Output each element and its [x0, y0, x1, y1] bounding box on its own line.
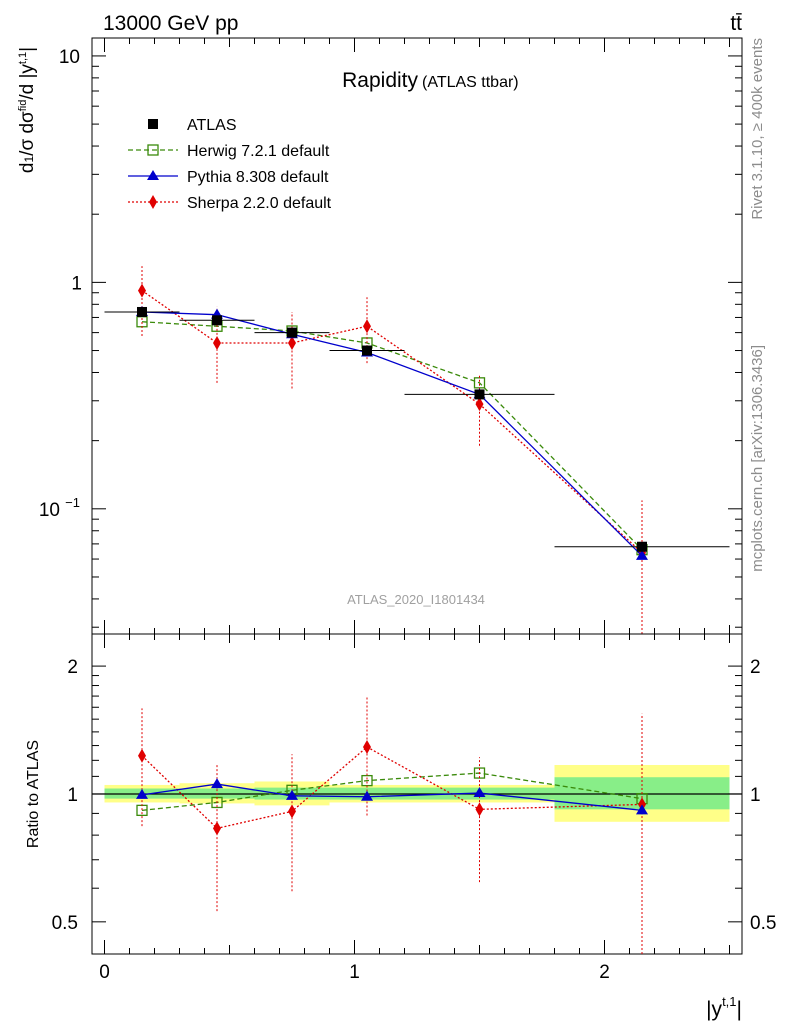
legend-marker	[147, 144, 159, 156]
x-axis-label: |yt,1|	[706, 994, 742, 1021]
legend-item: Herwig 7.2.1 default	[128, 143, 330, 160]
ratio-axis-ticks: 0.5 0.5 1 1 2 2 0 1 2	[52, 634, 776, 983]
series-line	[141, 290, 643, 554]
data-point	[363, 739, 371, 754]
data-point	[637, 541, 647, 552]
header-left: 13000 GeV pp	[103, 12, 238, 35]
rivet-version-label: Rivet 3.1.10, ≥ 400k events	[749, 38, 766, 220]
analysis-watermark: ATLAS_2020_I1801434	[347, 592, 485, 607]
ratio-panel: 0.5 0.5 1 1 2 2 0 1 2 Ratio to ATLAS |yt,1|	[25, 633, 776, 1021]
ratio-series-sherpa	[138, 697, 646, 954]
series-line	[141, 321, 643, 551]
series-pythia	[136, 305, 648, 560]
legend-marker	[147, 170, 159, 180]
y-axis-label-main-text: d1/σ dσfid/d |yt,1|	[17, 47, 38, 173]
data-point	[362, 345, 372, 356]
main-panel: 1 10 10 −1 Rapidity (ATLAS ttbar) ATLAS_202…	[17, 37, 743, 635]
data-point	[213, 335, 221, 350]
y-tick-label: 10	[39, 500, 60, 521]
legend-label: ATLAS	[187, 117, 237, 134]
data-point	[286, 789, 298, 800]
ratio-series	[136, 697, 648, 954]
data-point	[288, 804, 296, 819]
y-tick-label: 0.5	[52, 913, 78, 934]
legend-item: Pythia 8.308 default	[128, 169, 329, 186]
ratio-series-pythia	[136, 778, 648, 815]
y-tick-label-exponent: −1	[65, 495, 80, 510]
y-axis-label-main: d1/σ dσfid/d |yt,1|	[17, 47, 38, 173]
data-point	[475, 802, 484, 817]
legend-marker	[149, 195, 157, 209]
legend-label: Herwig 7.2.1 default	[187, 143, 330, 160]
data-point	[361, 790, 373, 801]
main-axis-ticks: 1 10 10 −1	[39, 38, 742, 634]
legend-label: Sherpa 2.2.0 default	[187, 195, 332, 212]
legend-label: Pythia 8.308 default	[187, 169, 329, 186]
x-tick-label: 1	[349, 962, 360, 983]
legend-item: ATLAS	[148, 117, 237, 134]
main-series	[104, 266, 730, 634]
x-tick-label: 0	[99, 962, 110, 983]
y-tick-label: 1	[67, 785, 78, 806]
legend-item: Sherpa 2.2.0 default	[128, 195, 332, 212]
data-point	[288, 335, 296, 350]
data-point	[213, 821, 221, 836]
series-line	[141, 311, 643, 557]
y-tick-label: 2	[67, 657, 78, 678]
data-point	[137, 306, 147, 317]
legend: ATLAS Herwig 7.2.1 default Pythia 8.308 de…	[128, 117, 332, 212]
data-point	[138, 748, 146, 763]
series-atlas	[104, 306, 730, 552]
data-point	[636, 804, 648, 815]
x-tick-label: 2	[599, 962, 610, 983]
data-point	[211, 778, 223, 789]
header-right: tt̄	[730, 12, 742, 35]
series-line	[141, 783, 643, 811]
data-point	[473, 787, 486, 798]
y-tick-label-right: 1	[750, 785, 761, 806]
plot-title: Rapidity	[342, 69, 418, 92]
series-herwig	[136, 316, 648, 556]
y-tick-label: 10	[59, 47, 80, 68]
y-tick-label-right: 0.5	[750, 913, 776, 934]
y-tick-label-right: 2	[750, 657, 761, 678]
data-point	[363, 319, 371, 334]
data-point	[474, 389, 485, 400]
y-tick-label: 1	[71, 273, 82, 294]
legend-marker	[148, 119, 158, 129]
ratio-y-label: Ratio to ATLAS	[25, 740, 42, 848]
data-point	[138, 283, 146, 298]
data-point	[136, 788, 148, 799]
mcplots-reference-label: mcplots.cern.ch [arXiv:1306.3436]	[749, 345, 766, 572]
data-point	[475, 397, 484, 412]
data-point	[636, 549, 648, 560]
data-point	[287, 327, 297, 338]
plot-subtitle: (ATLAS ttbar)	[422, 74, 519, 91]
data-point	[212, 315, 222, 326]
